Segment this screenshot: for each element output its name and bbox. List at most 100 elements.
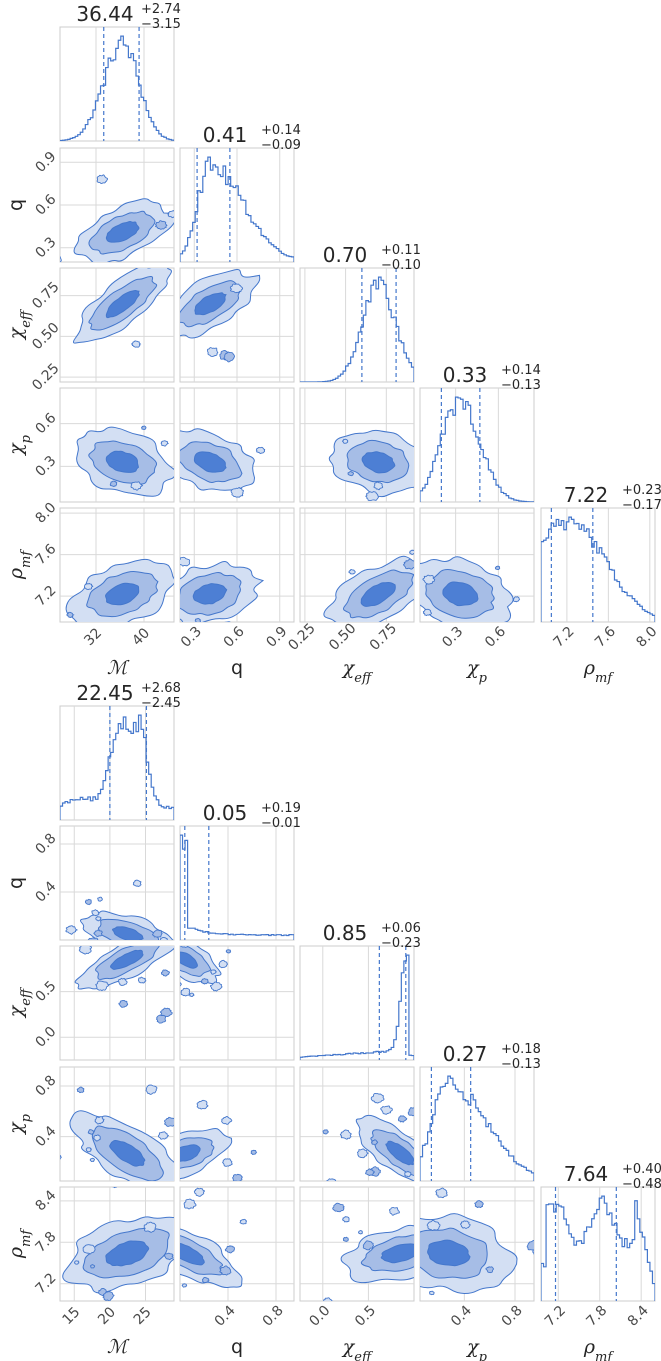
x-tick-label: 0.9 — [263, 624, 290, 651]
contour-island — [180, 987, 191, 997]
marginal-title-plus: +2.74 — [141, 2, 181, 17]
contour-level-3 — [442, 581, 479, 607]
y-tick-label: 0.8 — [32, 830, 59, 857]
contour-island — [407, 1107, 414, 1117]
panel-frame — [299, 945, 415, 1061]
panel-1-0-0: 22.45 +2.68−2.45 — [59, 681, 181, 821]
contour-island — [323, 1297, 334, 1301]
contour-island — [206, 347, 219, 357]
panel-0-2-1 — [179, 267, 295, 383]
marginal-title: 0.05 — [203, 801, 248, 825]
contour-island — [223, 351, 235, 363]
marginal-title: 0.27 — [443, 1042, 488, 1066]
contour-island — [132, 879, 142, 887]
contour-level-3 — [192, 583, 228, 605]
contour-island — [362, 1240, 374, 1251]
histogram-step — [180, 156, 294, 262]
contour-island — [130, 481, 144, 491]
contour-island — [485, 1266, 494, 1274]
contour-level-3 — [380, 1243, 414, 1264]
contour-island — [96, 174, 109, 184]
x-tick-label: 0.8 — [499, 1303, 526, 1330]
contour-island — [219, 1265, 232, 1276]
marginal-title-minus: −0.13 — [501, 378, 541, 393]
contour-island — [82, 1244, 96, 1255]
corner-plot-bottom: 22.45 +2.68−2.450.40.8q0.05 +0.19−0.010.00… — [5, 681, 661, 1361]
contour-level-3 — [360, 581, 396, 607]
x-tick-label: 40 — [129, 625, 153, 649]
y-axis-label: χeff — [5, 986, 34, 1019]
x-axis-label: χp — [465, 657, 488, 686]
x-tick-label: 0.50 — [326, 620, 359, 653]
y-tick-label: 0.50 — [29, 320, 62, 353]
panel-0-4-0: 7.2 7.6 8.0 ρmf 32 40 ℳ — [5, 500, 175, 679]
histogram-step — [541, 1195, 655, 1301]
x-tick-label: 0.3 — [439, 624, 466, 651]
contour-island — [232, 1173, 243, 1181]
contour-island — [200, 978, 209, 985]
contour-island — [342, 438, 349, 444]
panel-1-4-3: 0.4 0.8 χp — [419, 1186, 535, 1361]
contour-level-3 — [180, 1242, 205, 1266]
contour-island — [46, 1117, 52, 1121]
contour-island — [141, 425, 147, 430]
panel-0-1-0: 0.3 0.6 0.9 q — [5, 147, 175, 263]
contour-island — [95, 980, 110, 992]
x-tick-label: 25 — [131, 1304, 155, 1328]
histogram-step — [60, 35, 174, 141]
marginal-title: 36.44 — [76, 2, 133, 26]
y-tick-label: 0.3 — [32, 453, 59, 480]
panel-0-3-1 — [179, 387, 295, 503]
contour-island — [181, 1283, 188, 1288]
histogram-step — [180, 834, 294, 940]
contour-island — [342, 1216, 350, 1223]
marginal-title-minus: −0.23 — [381, 936, 421, 951]
contour-island — [19, 1262, 26, 1267]
y-axis-label: ρmf — [5, 1228, 34, 1259]
panel-0-4-4: 7.22 +0.23−0.17 7.2 7.6 8.0 ρmf — [540, 483, 661, 686]
x-tick-label: 0.0 — [306, 1303, 333, 1330]
histogram-step — [420, 1075, 534, 1181]
marginal-title-minus: −2.45 — [141, 696, 181, 711]
contour-island — [91, 909, 100, 917]
contour-island — [152, 929, 163, 938]
y-tick-label: 0.6 — [32, 410, 59, 437]
contour-island — [513, 596, 521, 603]
contour-level-3 — [109, 1140, 146, 1167]
contour-island — [193, 1187, 205, 1197]
contour-island — [180, 946, 189, 948]
marginal-title: 0.85 — [323, 921, 368, 945]
contour-island — [229, 283, 244, 294]
contour-level-3 — [111, 926, 144, 940]
contour-island — [230, 487, 244, 498]
contour-level-3 — [361, 451, 396, 474]
x-tick-label: 0.3 — [178, 624, 205, 651]
contour-island — [131, 340, 142, 348]
panel-0-4-2: 0.25 0.50 0.75 χeff — [285, 507, 415, 686]
contour-island — [78, 946, 93, 955]
contour-island — [365, 491, 379, 501]
contour-island — [255, 446, 266, 454]
panel-0-0-0: 36.44 +2.74−3.15 — [59, 2, 181, 142]
contour-island — [65, 925, 79, 935]
contour-island — [225, 949, 232, 954]
contour-island — [93, 929, 103, 938]
contour-island — [109, 480, 118, 488]
contour-island — [373, 481, 384, 491]
contour-island — [145, 1084, 158, 1095]
contour-island — [118, 1000, 129, 1008]
contour-island — [404, 1170, 412, 1178]
y-tick-label: 0.75 — [29, 279, 62, 312]
contour-island — [93, 1134, 101, 1142]
panel-1-3-0: 0.4 0.8 χp — [5, 1066, 175, 1182]
y-axis-label: χp — [5, 434, 34, 457]
panel-1-4-4: 7.64 +0.40−0.48 7.2 7.8 8.4 ρmf — [540, 1162, 661, 1361]
marginal-title-plus: +0.23 — [622, 483, 661, 498]
marginal-title: 22.45 — [76, 681, 133, 705]
contour-island — [157, 1131, 170, 1140]
x-tick-label: 8.4 — [625, 1303, 652, 1330]
panel-frame — [540, 507, 656, 623]
contour-island — [94, 1116, 105, 1125]
marginal-title-plus: +0.14 — [261, 123, 301, 138]
contour-island — [474, 1200, 484, 1209]
